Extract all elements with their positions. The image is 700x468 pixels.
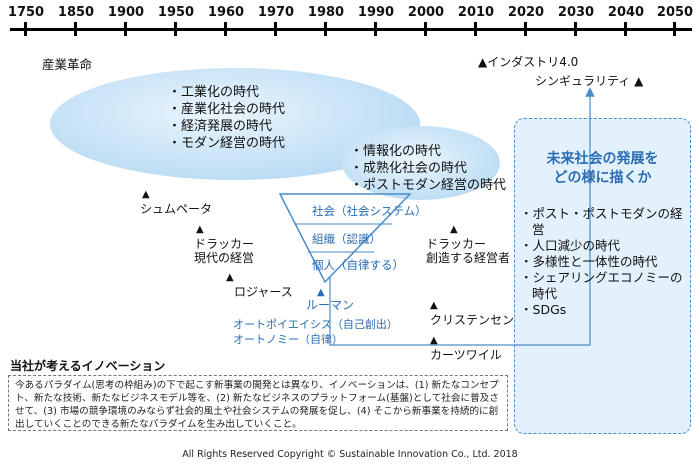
future-item: シェアリングエコノミーの時代 [520,270,692,302]
layer-society: 社会（社会システム） [312,204,427,218]
autopoiesis-label: オートポイエイシス（自己創出） [233,318,398,331]
era1-item: 産業化社会の時代 [168,101,285,118]
year-label: 1970 [257,5,295,20]
copyright-footer: All Rights Reserved Copyright © Sustaina… [182,449,518,460]
year-label: 1980 [307,5,345,20]
timeline-tick [174,22,177,36]
year-label: 1750 [7,5,45,20]
year-label: 2010 [457,5,495,20]
timeline-tick [24,22,27,36]
innovation-title: 当社が考えるイノベーション [10,359,166,373]
marker-triangle-icon: ▲ [142,189,150,200]
timeline-tick [324,22,327,36]
marker-triangle-icon: ▲ [317,287,325,298]
timeline-tick [624,22,627,36]
timeline-tick [374,22,377,36]
year-label: 1850 [57,5,95,20]
marker-triangle-icon: ▲ [430,335,438,346]
year-label: 1900 [107,5,145,20]
industrial-revolution-label: 産業革命 [42,57,93,72]
future-item: 多様性と一体性の時代 [520,254,692,270]
innovation-body: 今あるパラダイム(思考の枠組み)の下で起こす新事業の開発とは異なり、イノベーショ… [15,380,499,430]
future-item: 人口減少の時代 [520,238,692,254]
drucker2-sub: 創造する経営者 [426,251,511,265]
future-item: ポスト・ポストモダンの経営 [520,206,692,238]
year-label: 1950 [157,5,195,20]
future-title-line1: 未来社会の発展を [546,151,659,167]
year-label: 1960 [207,5,245,20]
triangle-outline [278,193,412,284]
drucker1-name: ドラッカー [194,237,255,251]
future-title: 未来社会の発展を どの様に描くか [514,150,691,188]
year-label: 2020 [507,5,545,20]
marker-triangle-icon: ▲ [226,272,234,283]
era1-list: 工業化の時代 産業化社会の時代 経済発展の時代 モダン経営の時代 [168,84,285,152]
layer-organization: 組織（認識） [312,232,381,246]
era1-item: 工業化の時代 [168,84,285,101]
year-label: 2050 [656,5,694,20]
schumpeter-label: シュムペータ [140,202,213,216]
autonomy-label: オートノミー（自律） [233,333,343,346]
era1-item: モダン経営の時代 [168,135,285,152]
timeline-axis [10,28,692,31]
era2-item: 情報化の時代 [350,143,506,160]
future-item: SDGs [520,302,692,318]
timeline-tick [124,22,127,36]
marker-triangle-icon: ▲ [450,224,458,235]
marker-triangle-icon: ▲ [430,300,438,311]
era2-list: 情報化の時代 成熟化社会の時代 ポストモダン経営の時代 [350,143,506,194]
year-label: 2030 [557,5,595,20]
year-label: 2040 [607,5,645,20]
layer-individual: 個人（自律する） [312,258,404,272]
marker-triangle-icon: ▲ [196,224,204,235]
drucker2-name: ドラッカー [426,237,487,251]
system-layers-triangle [278,193,412,284]
future-title-line2: どの様に描くか [553,170,652,186]
era2-item: 成熟化社会の時代 [350,160,506,177]
timeline-tick [74,22,77,36]
timeline-tick [574,22,577,36]
era2-item: ポストモダン経営の時代 [350,177,506,194]
singularity-label: シンギュラリティ ▲ [535,74,644,88]
kurzweil-label: カーツワイル [430,348,502,362]
timeline-tick [224,22,227,36]
timeline-tick [274,22,277,36]
timeline-tick [673,22,676,36]
future-list: ポスト・ポストモダンの経営 人口減少の時代 多様性と一体性の時代 シェアリングエ… [520,206,692,318]
christensen-label: クリステンセン [430,313,515,327]
timeline-tick [474,22,477,36]
innovation-description: 今あるパラダイム(思考の枠組み)の下で起こす新事業の開発とは異なり、イノベーショ… [8,375,508,431]
timeline-tick [524,22,527,36]
drucker1-sub: 現代の経営 [194,251,255,265]
rogers-label: ロジャース [234,285,293,299]
year-label: 1990 [357,5,395,20]
era1-item: 経済発展の時代 [168,118,285,135]
industry40-label: ▲インダストリ4.0 [478,55,579,69]
timeline-tick [424,22,427,36]
year-label: 2000 [407,5,445,20]
